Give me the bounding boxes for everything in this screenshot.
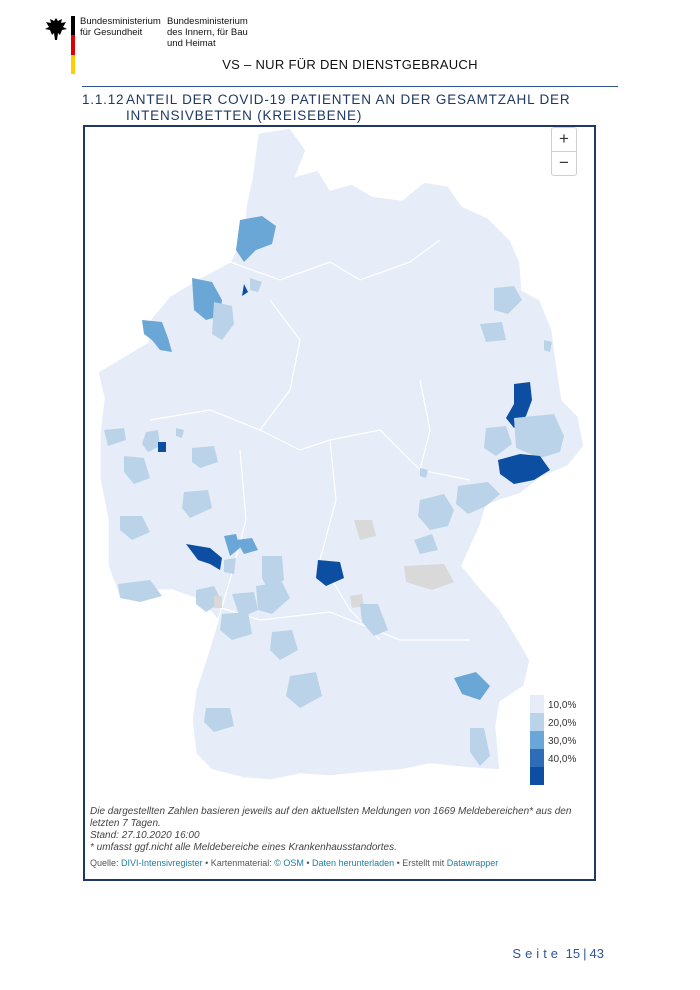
district-region (182, 490, 212, 518)
ministry-health-name: Bundesministerium für Gesundheit (80, 16, 161, 38)
datawrapper-link[interactable]: Datawrapper (446, 858, 499, 868)
district-region (224, 558, 236, 574)
district-region (456, 482, 500, 514)
district-region (270, 630, 298, 660)
source-sep: • Kartenmaterial: (202, 858, 275, 868)
district-region (224, 534, 240, 556)
divi-link[interactable]: DIVI-Intensivregister (121, 858, 203, 868)
page-label: Seite (512, 946, 563, 961)
district-region (484, 426, 512, 456)
district-region (354, 520, 376, 540)
district-region (214, 596, 222, 608)
district-region (262, 556, 284, 590)
district-region (316, 560, 344, 586)
source-prefix: Quelle: (90, 858, 122, 868)
section-title: 1.1.12 ANTEIL DER COVID-19 PATIENTEN AN D… (82, 92, 602, 124)
notes-line3: * umfasst ggf.nicht alle Meldebereiche e… (90, 842, 397, 853)
district-region (220, 612, 252, 640)
ministry-interior-name: Bundesministerium des Innern, für Bau un… (167, 16, 248, 49)
section-title-line2: INTENSIVBETTEN (KREISEBENE) (126, 108, 363, 123)
page-footer: Seite 15 | 43 (512, 946, 604, 961)
source-sep: • Erstellt mit (394, 858, 447, 868)
district-region (418, 494, 454, 530)
legend-swatch (530, 731, 544, 749)
download-data-link[interactable]: Daten herunterladen (312, 858, 395, 868)
legend-swatch (530, 749, 544, 767)
section-title-line1: ANTEIL DER COVID-19 PATIENTEN AN DER GES… (126, 92, 571, 107)
district-region (360, 604, 388, 636)
district-region (420, 468, 428, 478)
legend-swatch (530, 767, 544, 785)
legend-label: 40,0% (548, 754, 577, 765)
district-region (256, 582, 290, 614)
district-region (192, 446, 218, 468)
district-region (480, 322, 506, 342)
district-region (212, 302, 234, 340)
district-region (142, 320, 172, 352)
page-total: 43 (589, 946, 604, 961)
district-region (124, 456, 150, 484)
district-region (236, 538, 258, 554)
district-region (120, 516, 150, 540)
germany-outline (97, 127, 585, 781)
notes-line2: Stand: 27.10.2020 16:00 (90, 830, 200, 841)
district-region (514, 414, 564, 458)
district-region (506, 382, 532, 428)
map-zoom-controls: + − (551, 127, 577, 176)
district-region (494, 286, 522, 314)
page-current: 15 (565, 946, 581, 961)
district-region (404, 564, 454, 590)
legend-label: 30,0% (548, 736, 577, 747)
district-region (236, 216, 276, 262)
map-source-line: Quelle: DIVI-Intensivregister • Kartenma… (90, 858, 590, 868)
classification-label: VS – NUR FÜR DEN DIENSTGEBRAUCH (222, 57, 478, 72)
district-region (176, 428, 184, 438)
source-sep: • (303, 858, 313, 868)
district-region (142, 430, 160, 452)
district-region (158, 442, 166, 452)
district-regions[interactable] (104, 216, 564, 766)
zoom-in-button[interactable]: + (559, 129, 569, 148)
district-region (186, 544, 222, 570)
legend-label: 10,0% (548, 700, 577, 711)
notes-line1: Die dargestellten Zahlen basieren jeweil… (90, 806, 572, 829)
district-region (250, 278, 262, 292)
page-separator: | (583, 946, 587, 961)
district-region (470, 728, 490, 766)
district-region (498, 454, 550, 484)
district-region (232, 592, 258, 618)
legend-swatch (530, 713, 544, 731)
header-divider (82, 86, 618, 87)
district-region (544, 340, 552, 352)
german-flag-bar (71, 16, 75, 74)
osm-link[interactable]: © OSM (274, 858, 304, 868)
federal-eagle-icon (45, 18, 67, 40)
district-region (414, 534, 438, 554)
zoom-out-button[interactable]: − (552, 151, 576, 175)
district-region (104, 428, 126, 446)
district-region (204, 708, 234, 732)
district-region (242, 284, 248, 296)
district-region (454, 672, 490, 700)
district-region (286, 672, 322, 708)
section-number: 1.1.12 (82, 92, 125, 107)
legend-swatch (530, 695, 544, 713)
district-region (118, 580, 162, 602)
map-notes: Die dargestellten Zahlen basieren jeweil… (90, 806, 590, 854)
legend-label: 20,0% (548, 718, 577, 729)
